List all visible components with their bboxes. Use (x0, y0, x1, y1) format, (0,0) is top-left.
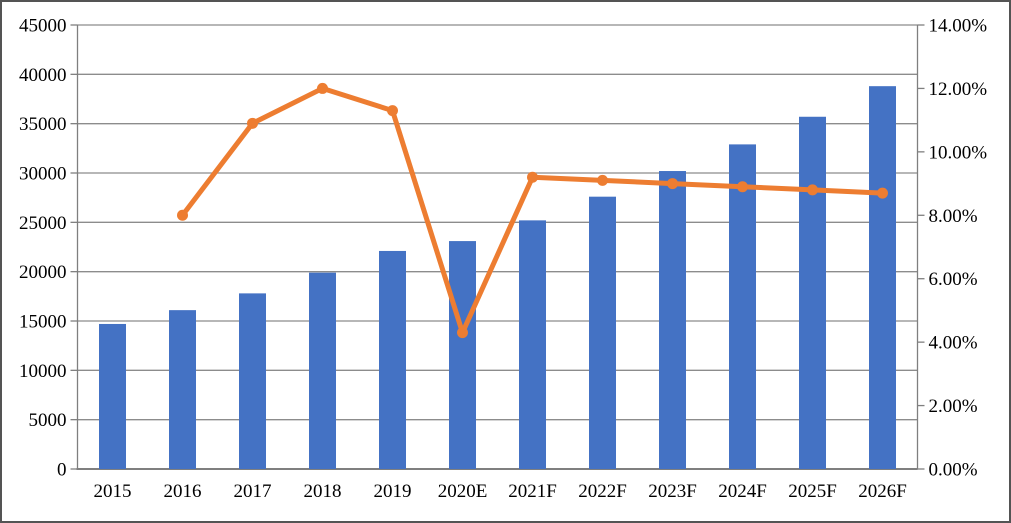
right-axis-label: 12.00% (929, 79, 988, 100)
line-marker-2017 (247, 117, 258, 129)
left-axis-label: 35000 (19, 114, 67, 135)
line-marker-2018 (317, 82, 328, 94)
bar-2018 (309, 272, 336, 469)
left-axis-label: 45000 (19, 16, 67, 37)
bar-2026F (869, 86, 896, 469)
line-marker-2020E (457, 327, 468, 339)
line-marker-2022F (597, 174, 608, 186)
x-axis-label-2024F: 2024F (718, 481, 767, 502)
x-axis-label-2018: 2018 (304, 481, 342, 502)
right-axis-label: 14.00% (929, 16, 988, 37)
right-axis-label: 4.00% (929, 333, 978, 354)
right-axis-label: 2.00% (929, 396, 978, 417)
x-axis-label-2022F: 2022F (578, 481, 627, 502)
x-axis-label-2021F: 2021F (508, 481, 557, 502)
line-marker-2026F (877, 187, 888, 199)
x-axis-label-2020E: 2020E (438, 481, 488, 502)
line-marker-2016 (177, 209, 188, 221)
line-marker-2025F (807, 184, 818, 196)
left-axis-label: 30000 (19, 164, 67, 185)
left-axis-label: 10000 (19, 361, 67, 382)
bar-2025F (799, 116, 826, 469)
x-axis-label-2017: 2017 (234, 481, 272, 502)
left-axis-label: 25000 (19, 213, 67, 234)
left-axis-label: 20000 (19, 262, 67, 283)
bar-2022F (589, 196, 616, 469)
line-marker-2024F (737, 181, 748, 193)
line-marker-2021F (527, 171, 538, 183)
bar-2016 (169, 310, 196, 469)
x-axis-label-2015: 2015 (94, 481, 132, 502)
left-axis-label: 0 (57, 460, 67, 481)
x-axis-label-2019: 2019 (374, 481, 412, 502)
left-axis-label: 40000 (19, 65, 67, 86)
line-marker-2019 (387, 105, 398, 117)
left-axis-label: 15000 (19, 312, 67, 333)
x-axis-label-2023F: 2023F (648, 481, 697, 502)
bar-2020E (449, 241, 476, 469)
x-axis-label-2026F: 2026F (858, 481, 907, 502)
bar-2019 (379, 250, 406, 469)
right-axis-label: 6.00% (929, 269, 978, 290)
right-axis-label: 0.00% (929, 460, 978, 481)
x-axis-label-2016: 2016 (164, 481, 202, 502)
bar-2023F (659, 171, 686, 469)
bar-2021F (519, 220, 546, 469)
line-marker-2023F (667, 178, 678, 190)
right-axis-label: 8.00% (929, 206, 978, 227)
bar-2017 (239, 293, 266, 469)
x-axis-label-2025F: 2025F (788, 481, 837, 502)
bar-2024F (729, 144, 756, 470)
left-axis-label: 5000 (29, 410, 67, 431)
right-axis-label: 10.00% (929, 142, 988, 163)
bar-2015 (99, 323, 126, 469)
